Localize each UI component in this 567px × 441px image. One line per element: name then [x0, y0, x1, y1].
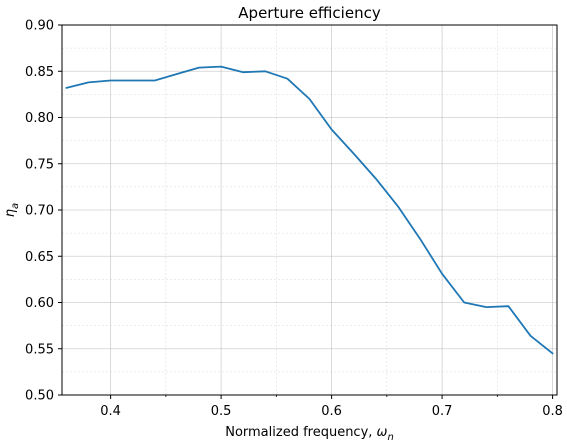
x-tick-label: 0.6	[321, 404, 342, 419]
y-tick-label: 0.70	[25, 204, 54, 219]
y-axis-label-subscript: a	[10, 203, 21, 209]
x-tick-label: 0.4	[100, 404, 121, 419]
y-axis-label: ηa	[3, 203, 21, 217]
x-axis-label-text: Normalized frequency,	[225, 425, 376, 440]
series-layer	[65, 65, 554, 355]
x-tick-label: 0.8	[542, 404, 563, 419]
y-tick-label: 0.65	[25, 250, 54, 265]
x-axis: 0.4 0.5 0.6 0.7 0.8	[100, 395, 563, 419]
x-axis-label-subscript: n	[387, 432, 393, 441]
y-tick-label: 0.80	[25, 111, 54, 126]
y-tick-label: 0.85	[25, 65, 54, 80]
x-axis-label: Normalized frequency, ωn	[225, 425, 394, 441]
y-axis-label-symbol: η	[3, 209, 18, 217]
y-tick-label: 0.50	[25, 389, 54, 404]
chart-title: Aperture efficiency	[238, 4, 381, 22]
y-tick-label: 0.90	[25, 19, 54, 34]
x-tick-label: 0.7	[432, 404, 453, 419]
series-line	[65, 65, 554, 355]
y-tick-label: 0.60	[25, 296, 54, 311]
x-tick-label: 0.5	[211, 404, 232, 419]
y-axis: 0.50 0.55 0.60 0.65 0.70 0.75 0.80 0.85 0.90	[25, 19, 62, 404]
x-axis-label-symbol: ω	[377, 425, 388, 440]
y-tick-label: 0.55	[25, 342, 54, 357]
y-tick-label: 0.75	[25, 157, 54, 172]
